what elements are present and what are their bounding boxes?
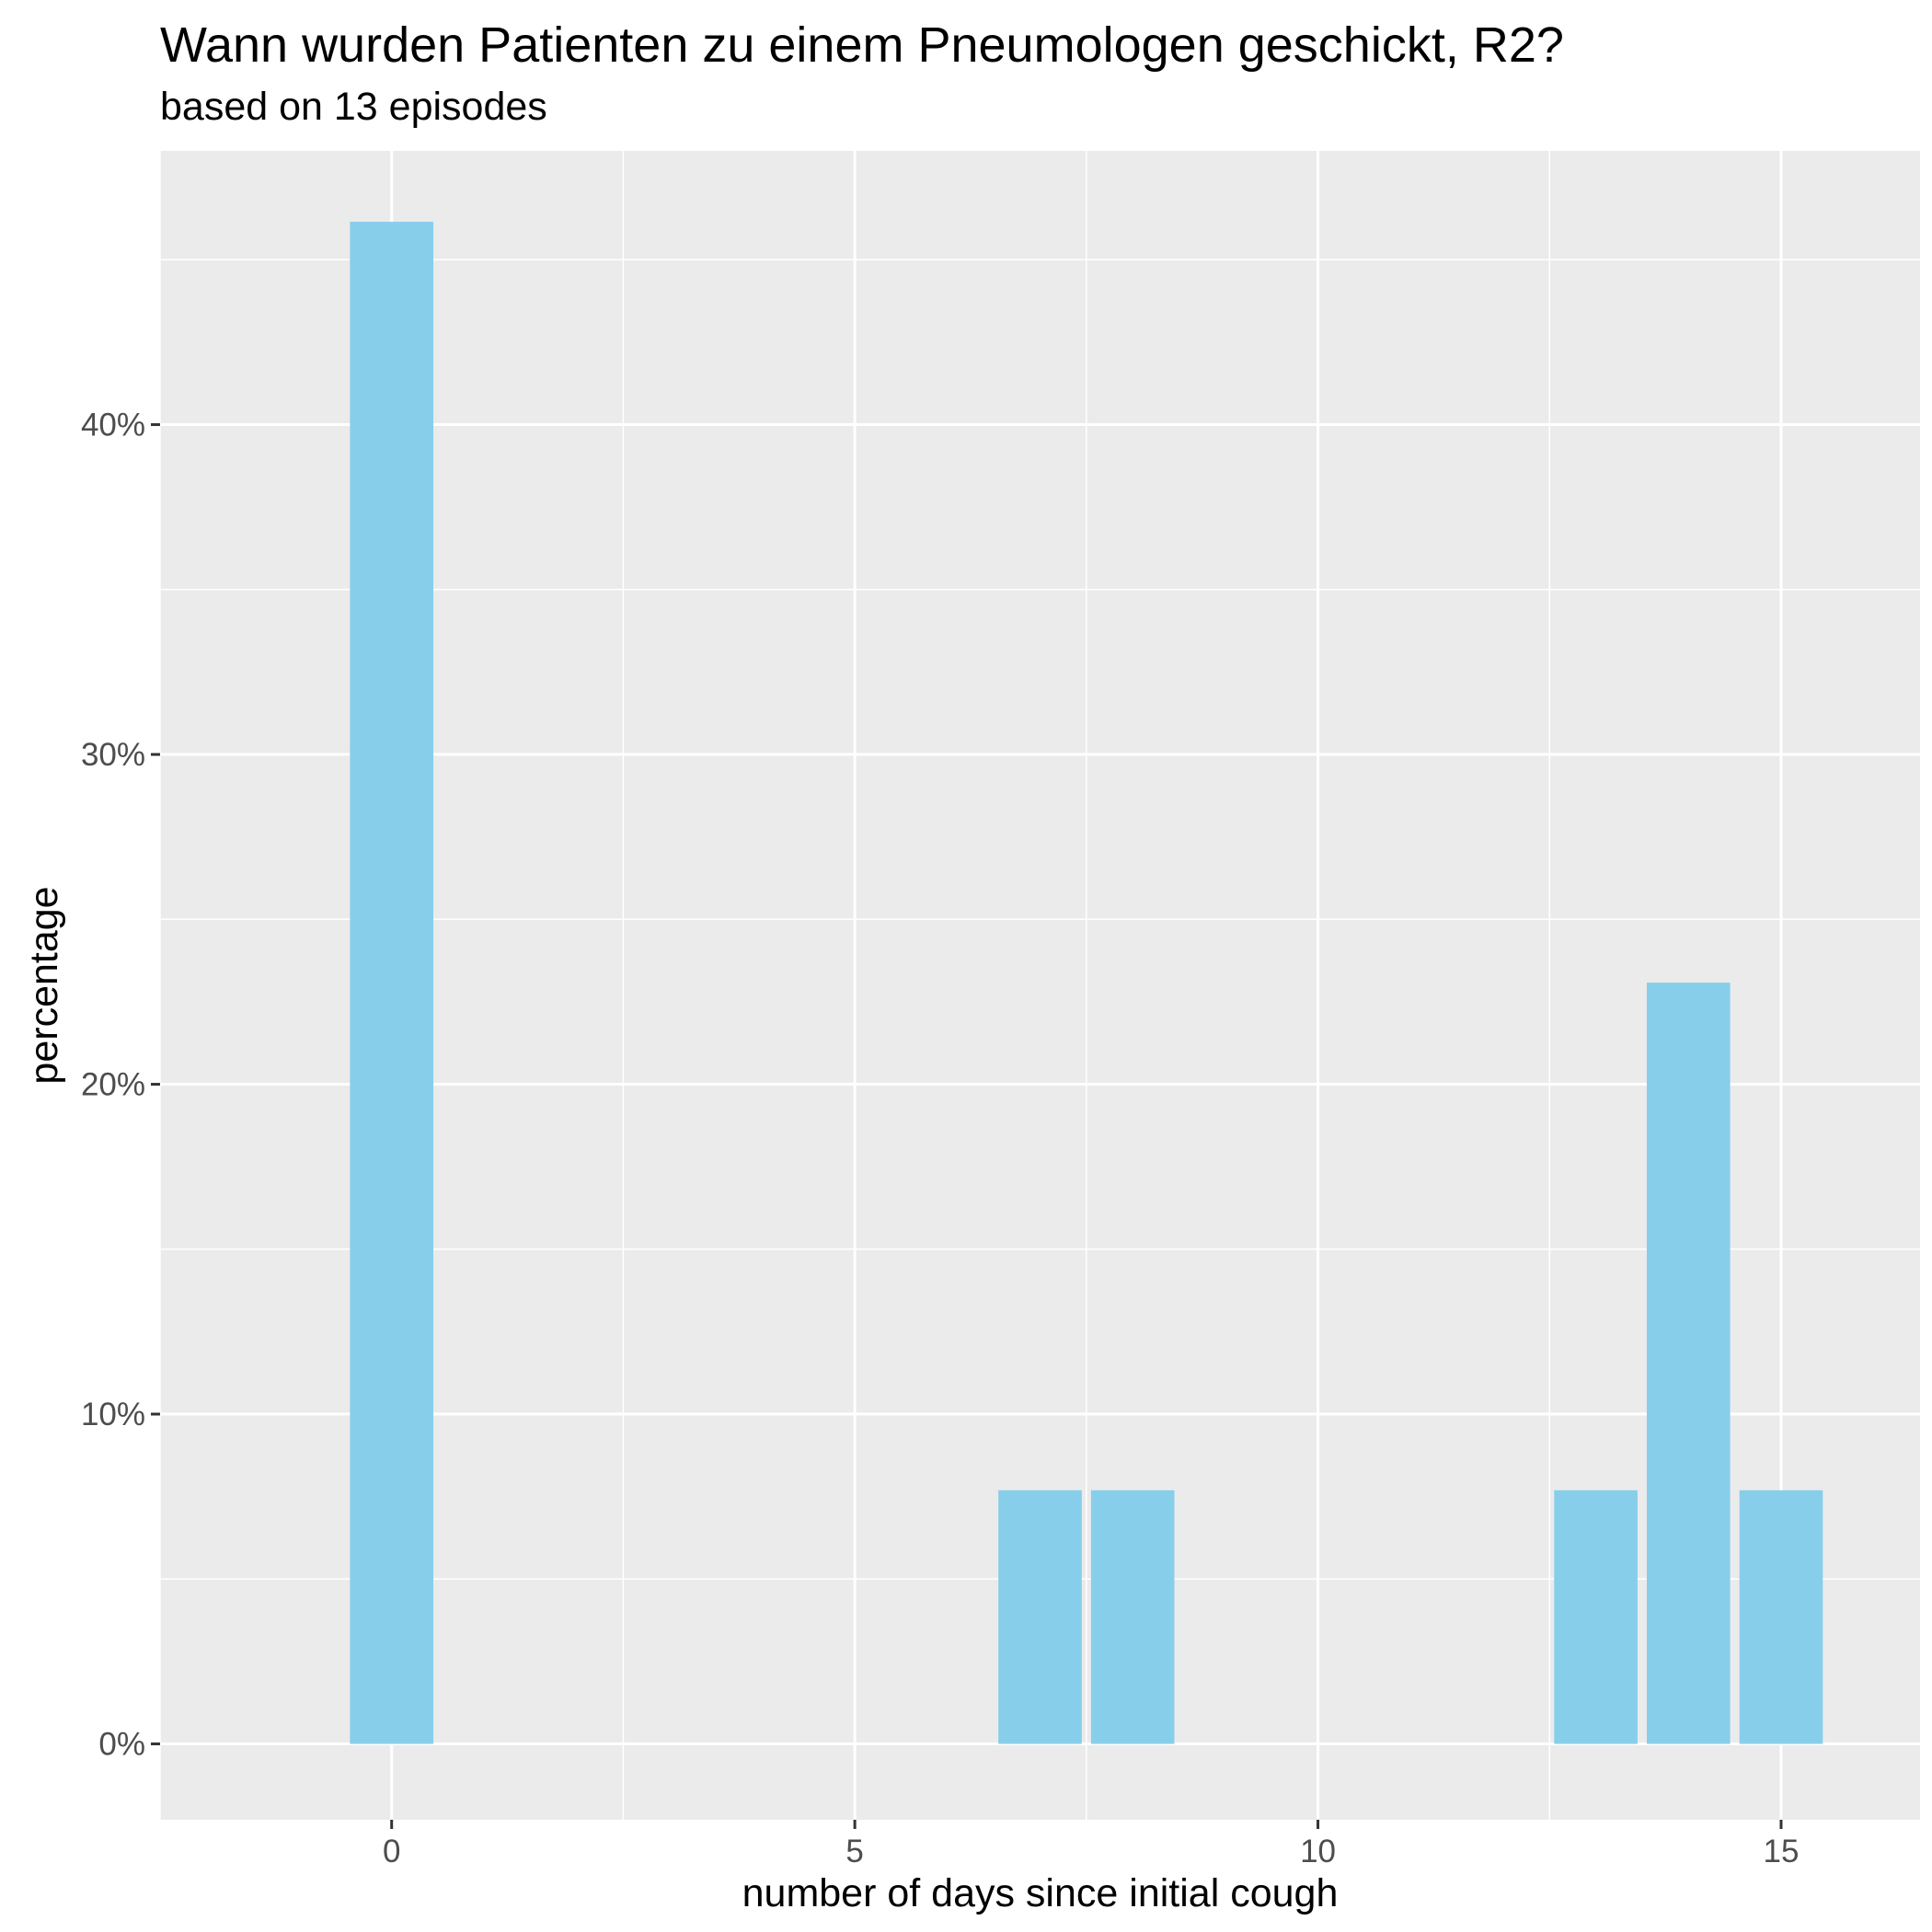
x-tick-label: 0 bbox=[383, 1834, 400, 1869]
x-axis: 0 5 10 15 bbox=[383, 1820, 1799, 1869]
x-axis-title: number of days since initial cough bbox=[742, 1871, 1339, 1915]
bar-day-15 bbox=[1739, 1489, 1823, 1744]
bar-day-0 bbox=[350, 222, 434, 1744]
bar-day-8 bbox=[1090, 1489, 1175, 1744]
chart-subtitle: based on 13 episodes bbox=[160, 85, 547, 129]
y-tick-label: 30% bbox=[81, 737, 145, 773]
y-tick-label: 10% bbox=[81, 1397, 145, 1432]
y-tick-label: 20% bbox=[81, 1067, 145, 1103]
x-tick-label: 15 bbox=[1764, 1834, 1800, 1869]
bars bbox=[350, 222, 1823, 1744]
bar-day-14 bbox=[1646, 983, 1731, 1744]
y-axis: 0% 10% 20% 30% 40% bbox=[81, 408, 160, 1763]
y-tick-label: 0% bbox=[98, 1727, 145, 1763]
chart-title: Wann wurden Patienten zu einem Pneumolog… bbox=[160, 17, 1564, 73]
bar-day-13 bbox=[1554, 1489, 1638, 1744]
y-tick-label: 40% bbox=[81, 408, 145, 443]
y-axis-title: percentage bbox=[22, 886, 66, 1084]
bar-day-7 bbox=[998, 1489, 1082, 1744]
x-tick-label: 10 bbox=[1300, 1834, 1336, 1869]
x-tick-label: 5 bbox=[845, 1834, 863, 1869]
